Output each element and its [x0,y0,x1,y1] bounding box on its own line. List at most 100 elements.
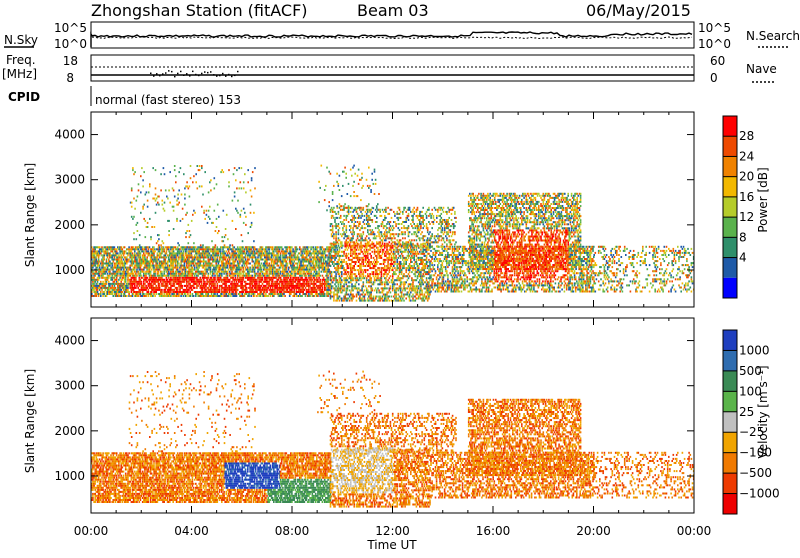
echo-cell [339,249,341,251]
echo-cell [241,265,243,267]
echo-cell [355,247,357,249]
echo-cell [166,287,168,289]
echo-cell [376,259,378,261]
echo-cell [304,285,306,287]
echo-cell [338,298,340,300]
echo-cell [142,277,144,279]
echo-cell [227,267,229,269]
echo-cell [241,281,243,283]
echo-cell [143,285,145,287]
echo-cell [235,250,237,252]
nave-dip [183,75,185,77]
echo-cell [179,248,181,250]
echo-cell [139,285,141,287]
echo-cell [327,281,329,283]
echo-cell [181,271,183,273]
echo-cell [132,271,134,273]
echo-cell [158,273,160,275]
echo-cell [209,252,211,254]
echo-cell [111,265,113,267]
echo-cell [239,271,241,273]
echo-cell [265,293,267,295]
echo-cell [370,294,372,296]
echo-cell [141,283,143,285]
nave-dip [210,71,212,73]
echo-cell [168,256,170,258]
echo-cell [245,281,247,283]
echo-cell [374,281,376,283]
nave-dip [150,73,152,75]
echo-cell [394,267,396,269]
echo-cell [144,256,146,258]
echo-cell [258,283,260,285]
echo-cell [334,259,336,261]
echo-cell [220,267,222,269]
echo-cell [122,261,124,263]
echo-cell [151,293,153,295]
echo-cell [347,300,349,302]
echo-cell [384,283,386,285]
echo-cell [266,263,268,265]
echo-cell [111,291,113,293]
echo-cell [389,269,391,271]
echo-cell [145,248,147,250]
echo-cell [358,279,360,281]
echo-cell [377,247,379,249]
echo-cell [124,246,126,248]
echo-cell [124,283,126,285]
echo-cell [281,246,283,248]
echo-cell [247,267,249,269]
echo-cell [358,287,360,289]
echo-cell [389,277,391,279]
echo-cell [346,277,348,279]
echo-cell [351,283,353,285]
echo-cell [185,269,187,271]
echo-cell [378,269,380,271]
echo-cell [205,289,207,291]
echo-cell [297,248,299,250]
echo-cell [364,289,366,291]
echo-cell [361,287,363,289]
echo-cell [398,289,400,291]
echo-cell [276,281,278,283]
echo-cell [312,279,314,281]
echo-cell [141,265,143,267]
echo-cell [385,255,387,257]
echo-cell [157,261,159,263]
echo-cell [333,300,335,302]
echo-cell [109,269,111,271]
echo-cell [170,291,172,293]
echo-cell [127,271,129,273]
echo-cell [111,275,113,277]
echo-cell [129,267,131,269]
echo-cell [352,279,354,281]
echo-cell [327,291,329,293]
echo-cell [394,253,396,255]
echo-cell [185,293,187,295]
echo-cell [296,250,298,252]
echo-cell [226,256,228,258]
echo-cell [185,273,187,275]
echo-cell [237,261,239,263]
echo-cell [328,263,330,265]
echo-cell [177,254,179,256]
echo-cell [308,293,310,295]
echo-cell [119,287,121,289]
echo-cell [170,281,172,283]
echo-cell [93,289,95,291]
echo-cell [249,267,251,269]
echo-cell [214,285,216,287]
echo-cell [193,285,195,287]
echo-cell [208,287,210,289]
echo-cell [213,281,215,283]
echo-cell [330,277,332,279]
echo-cell [165,254,167,256]
echo-cell [300,273,302,275]
echo-cell [358,249,360,251]
echo-cell [295,252,297,254]
echo-cell [351,271,353,273]
echo-cell [286,267,288,269]
echo-cell [273,252,275,254]
echo-cell [143,281,145,283]
echo-cell [163,271,165,273]
